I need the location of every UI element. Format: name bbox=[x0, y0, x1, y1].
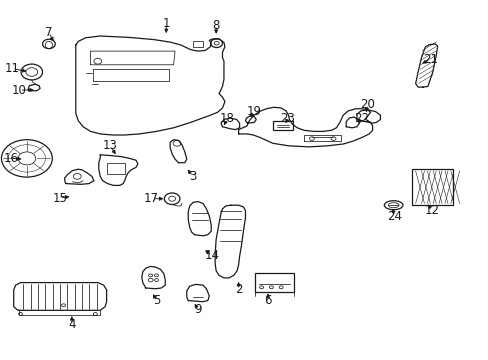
Text: 2: 2 bbox=[234, 283, 242, 296]
Text: 17: 17 bbox=[144, 192, 159, 205]
Text: 20: 20 bbox=[360, 98, 374, 111]
Bar bbox=[255, 273, 294, 292]
Text: 6: 6 bbox=[264, 294, 271, 307]
Bar bbox=[106, 163, 125, 174]
Text: 7: 7 bbox=[45, 26, 53, 39]
Text: 22: 22 bbox=[354, 112, 368, 125]
Text: 3: 3 bbox=[189, 170, 197, 183]
Bar bbox=[193, 41, 203, 47]
Text: 11: 11 bbox=[5, 62, 20, 75]
Bar bbox=[411, 169, 452, 205]
Text: 4: 4 bbox=[68, 318, 76, 331]
Text: 15: 15 bbox=[52, 192, 67, 204]
Text: 12: 12 bbox=[424, 204, 438, 217]
Text: 23: 23 bbox=[280, 112, 294, 125]
Text: 19: 19 bbox=[246, 105, 261, 118]
Bar bbox=[272, 121, 293, 130]
Text: 13: 13 bbox=[102, 139, 117, 152]
Text: 24: 24 bbox=[387, 210, 402, 222]
Text: 21: 21 bbox=[422, 53, 437, 66]
Text: 10: 10 bbox=[12, 84, 27, 96]
Text: 16: 16 bbox=[3, 152, 18, 165]
Text: 1: 1 bbox=[162, 17, 170, 30]
Text: 5: 5 bbox=[152, 294, 160, 307]
Text: 18: 18 bbox=[220, 112, 234, 125]
Text: 14: 14 bbox=[204, 249, 219, 262]
Text: 8: 8 bbox=[212, 19, 220, 32]
Text: 9: 9 bbox=[194, 303, 202, 316]
